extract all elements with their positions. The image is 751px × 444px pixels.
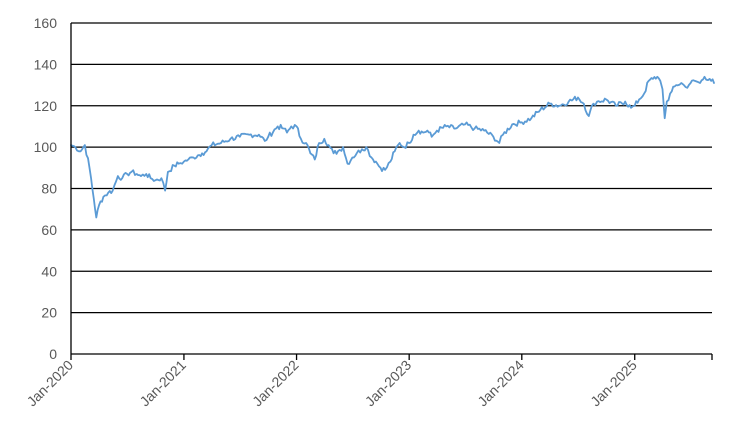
x-tick-label-2022: Jan-2022 <box>249 357 302 410</box>
y-tick-label-120: 120 <box>34 98 58 114</box>
series-line-0 <box>70 75 715 219</box>
x-tick-label-2020: Jan-2020 <box>24 357 77 410</box>
y-tick-label-140: 140 <box>34 56 58 72</box>
x-tick-label-2025: Jan-2025 <box>587 357 640 410</box>
y-tick-label-20: 20 <box>41 305 57 321</box>
y-tick-label-0: 0 <box>49 346 57 362</box>
x-tick-label-2021: Jan-2021 <box>136 357 189 410</box>
y-tick-label-80: 80 <box>41 181 57 197</box>
series-layer <box>70 75 715 219</box>
gridlines <box>71 22 712 314</box>
y-axis-tick-labels: 0 20 40 60 80 100 120 140 160 <box>34 15 58 362</box>
y-tick-label-160: 160 <box>34 15 58 31</box>
x-axis-tick-labels: Jan-2020 Jan-2021 Jan-2022 Jan-2023 Jan-2024… <box>24 357 640 410</box>
y-tick-label-60: 60 <box>41 222 57 238</box>
x-tick-label-2024: Jan-2024 <box>474 357 527 410</box>
y-tick-label-100: 100 <box>34 139 58 155</box>
x-tick-label-2023: Jan-2023 <box>362 357 415 410</box>
y-tick-label-40: 40 <box>41 263 57 279</box>
x-axis-ticks <box>70 354 713 360</box>
